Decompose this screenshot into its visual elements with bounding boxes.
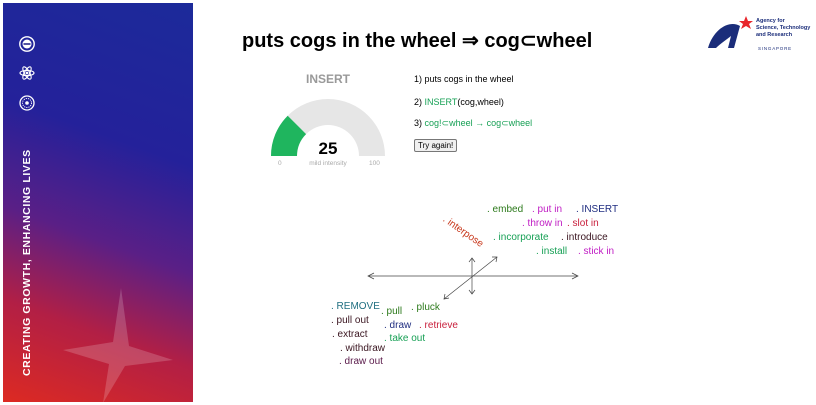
- cloud-word: . throw in: [522, 218, 563, 229]
- cloud-word: . take out: [384, 333, 426, 344]
- cloud-word: . slot in: [567, 218, 599, 229]
- cloud-word: . pluck: [411, 302, 440, 313]
- gauge-label: mild intensity: [309, 160, 347, 167]
- step-2: 2) INSERT(cog,wheel): [414, 97, 504, 107]
- axis-arrow-left: [367, 272, 375, 280]
- cloud-word: . embed: [487, 204, 524, 215]
- cloud-word: . pull out: [331, 315, 369, 326]
- star-decoration-icon: [63, 288, 173, 402]
- cloud-word: . install: [536, 246, 568, 257]
- logo-line-1: Agency for: [756, 18, 785, 24]
- cloud-word: . INSERT: [576, 204, 619, 215]
- headline-suffix: wheel: [536, 30, 593, 52]
- logo-country: SINGAPORE: [758, 46, 792, 51]
- vertical-arrow-up: [468, 257, 476, 263]
- gauge-fill: [271, 115, 307, 156]
- atom-icon[interactable]: [19, 65, 35, 81]
- diagonal-arrow-down: [443, 293, 450, 300]
- diagonal-arrow-up: [492, 256, 498, 263]
- vertical-arrow-down: [468, 289, 476, 295]
- astar-logo[interactable]: Agency for Science, Technology and Resea…: [706, 14, 810, 54]
- axis-arrow-right: [571, 272, 579, 280]
- globe-icon[interactable]: [19, 95, 35, 111]
- step-2-args: (cog,wheel): [457, 97, 504, 107]
- astar-logo-icon: [708, 16, 753, 48]
- step-2-prefix: 2): [414, 97, 425, 107]
- cloud-word: . withdraw: [340, 343, 386, 354]
- cloud-word: . incorporate: [493, 232, 549, 243]
- diagonal-axis: [443, 256, 498, 300]
- cloud-word: . retrieve: [419, 320, 458, 331]
- intensity-gauge: INSERT 25 mild intensity 0 100: [266, 68, 390, 174]
- cloud-word: . draw out: [339, 356, 383, 367]
- gauge-value: 25: [318, 139, 338, 158]
- logo-line-2: Science, Technology: [756, 25, 811, 31]
- cloud-word: . introduce: [561, 232, 608, 243]
- cloud-word: . pull: [381, 306, 403, 317]
- step-3-prefix: 3): [414, 118, 425, 128]
- gauge-min: 0: [278, 160, 282, 167]
- headline-prefix: puts cogs in the wheel ⇒ cog: [242, 30, 520, 52]
- cloud-word: . put in: [532, 204, 563, 215]
- gauge-max: 100: [369, 160, 380, 167]
- try-again-button[interactable]: Try again!: [414, 139, 458, 152]
- cloud-word: . stick in: [578, 246, 615, 257]
- logo-line-3: and Research: [756, 32, 793, 38]
- cloud-word: . REMOVE: [331, 301, 380, 312]
- page-title: puts cogs in the wheel ⇒ cog⊂wheel: [242, 28, 592, 53]
- sidebar-banner: CREATING GROWTH, ENHANCING LIVES: [3, 3, 193, 402]
- step-3-transition: cog!⊂wheel → cog⊂wheel: [424, 118, 533, 128]
- gauge-title: INSERT: [305, 72, 350, 86]
- circle-badge-icon[interactable]: [19, 36, 35, 52]
- step-3: 3) cog!⊂wheel → cog⊂wheel: [414, 118, 532, 129]
- step-2-relation: INSERT: [424, 97, 458, 107]
- step-1: 1) puts cogs in the wheel: [414, 74, 514, 84]
- headline-subset-symbol: ⊂: [519, 30, 537, 52]
- cloud-word: . draw: [384, 320, 412, 331]
- cloud-word: . extract: [332, 329, 368, 340]
